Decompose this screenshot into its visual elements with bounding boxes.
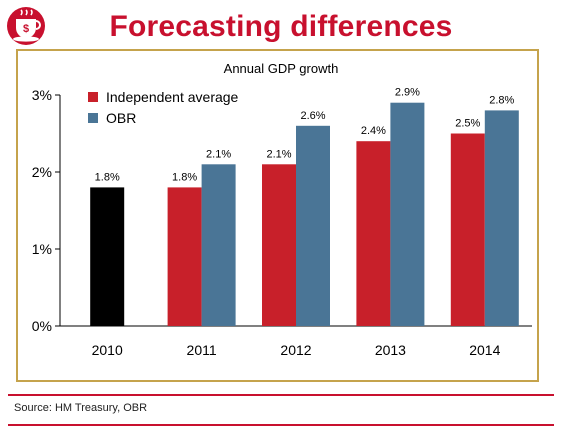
legend-swatch — [88, 92, 98, 102]
bar-chart: Annual GDP growth 0% 1% 2% 3% 2010 2011 2012 20… — [32, 61, 532, 358]
x-tick-label: 2010 — [92, 342, 123, 358]
bar — [167, 187, 202, 326]
legend-swatch — [88, 113, 98, 123]
data-label: 1.8% — [95, 171, 120, 183]
page-title: Forecasting differences — [109, 10, 453, 43]
bar — [390, 102, 425, 326]
legend-label: Independent average — [106, 89, 239, 105]
footer-divider-bottom — [8, 424, 554, 426]
bar — [262, 164, 296, 326]
logo-letter: $ — [23, 23, 29, 35]
x-tick-label: 2012 — [280, 342, 311, 358]
legend-label: OBR — [106, 110, 136, 126]
data-label: 2.5% — [455, 118, 480, 130]
chart-title: Annual GDP growth — [224, 61, 339, 76]
source-note: Source: HM Treasury, OBR — [14, 402, 148, 414]
data-label: 2.4% — [361, 125, 386, 137]
data-label: 2.1% — [266, 148, 291, 160]
y-tick-label: 1% — [32, 241, 52, 257]
x-tick-label: 2013 — [375, 342, 406, 358]
data-label: 2.8% — [489, 94, 514, 106]
bar — [450, 133, 485, 326]
coffee-cup-icon: $ — [7, 7, 45, 45]
data-label: 2.9% — [395, 87, 420, 99]
data-label: 1.8% — [172, 171, 197, 183]
y-tick-label: 3% — [32, 87, 52, 103]
footer-divider-top — [8, 394, 554, 396]
y-tick-label: 0% — [32, 318, 52, 334]
bar — [201, 164, 236, 326]
data-label: 2.1% — [206, 148, 231, 160]
bar — [356, 141, 391, 326]
chart-frame: Annual GDP growth 0% 1% 2% 3% 2010 2011 2012 20… — [16, 49, 539, 382]
data-label: 2.6% — [300, 110, 325, 122]
bar — [484, 110, 519, 327]
x-tick-label: 2014 — [469, 342, 500, 358]
y-tick-label: 2% — [32, 164, 52, 180]
x-tick-label: 2011 — [187, 342, 217, 358]
bar — [90, 187, 125, 326]
bar — [296, 125, 330, 326]
